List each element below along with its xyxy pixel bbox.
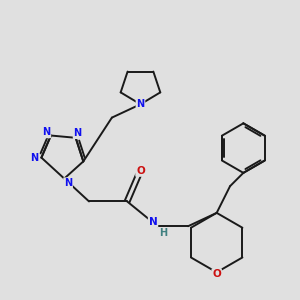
Text: N: N: [74, 128, 82, 138]
Text: O: O: [212, 269, 221, 279]
Text: N: N: [136, 99, 145, 109]
Text: N: N: [42, 128, 50, 137]
Text: O: O: [136, 166, 145, 176]
Text: N: N: [64, 178, 72, 188]
Text: N: N: [31, 153, 39, 163]
Text: H: H: [159, 228, 167, 238]
Text: N: N: [149, 217, 158, 226]
